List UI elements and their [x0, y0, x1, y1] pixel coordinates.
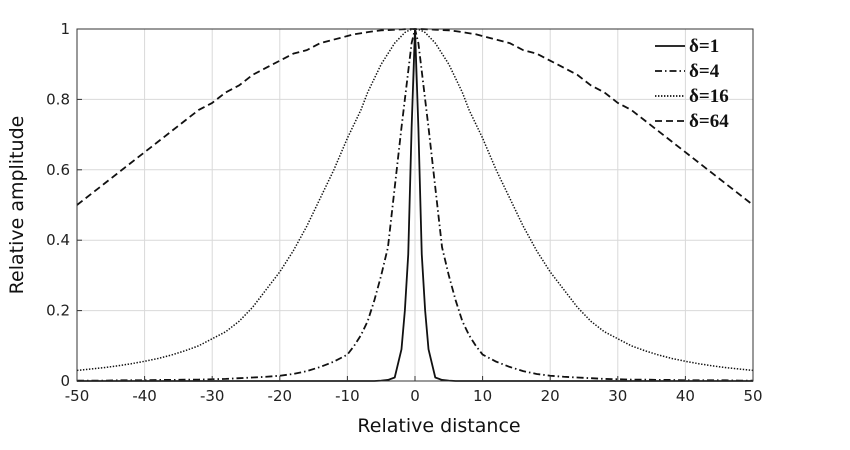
x-tick-label: 40 — [676, 387, 695, 405]
series-line-3 — [76, 28, 754, 372]
x-tick-label: -50 — [65, 387, 90, 405]
y-axis-ticks: 0 0.2 0.4 0.6 0.8 1 — [46, 20, 82, 390]
y-tick-label: 0.6 — [46, 161, 70, 179]
x-axis-ticks: -50 -40 -30 -20 -10 0 10 20 30 40 50 — [65, 376, 763, 405]
x-tick-label: -40 — [132, 387, 157, 405]
legend: δ=1 δ=4 δ=16 δ=64 — [655, 36, 729, 132]
x-tick-label: 50 — [743, 387, 762, 405]
x-tick-label: 10 — [473, 387, 492, 405]
legend-label-4: δ=64 — [689, 111, 729, 132]
y-tick-label: 1 — [60, 20, 70, 38]
y-axis-title: Relative amplitude — [6, 116, 28, 295]
x-tick-label: -10 — [335, 387, 360, 405]
x-tick-label: 0 — [410, 387, 420, 405]
x-tick-label: -20 — [268, 387, 293, 405]
y-tick-label: 0 — [60, 372, 70, 390]
y-tick-label: 0.2 — [46, 302, 70, 320]
x-tick-label: 20 — [541, 387, 560, 405]
y-tick-label: 0.8 — [46, 90, 70, 108]
y-tick-label: 0.4 — [46, 231, 70, 249]
legend-label-2: δ=4 — [689, 61, 720, 82]
x-axis-title: Relative distance — [357, 415, 520, 437]
legend-label-3: δ=16 — [689, 86, 729, 107]
grid — [76, 28, 754, 382]
x-tick-label: 30 — [608, 387, 627, 405]
x-tick-label: -30 — [200, 387, 225, 405]
legend-label-1: δ=1 — [689, 36, 719, 57]
